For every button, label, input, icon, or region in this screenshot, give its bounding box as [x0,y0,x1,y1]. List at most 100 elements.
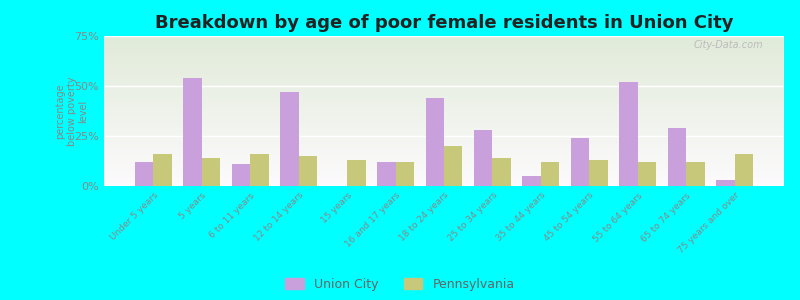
Bar [104,148,784,150]
Bar [104,128,784,129]
Bar [104,56,784,57]
Bar [104,178,784,180]
Bar [202,158,220,186]
Bar [104,98,784,99]
Bar [104,183,784,184]
Bar [104,159,784,160]
Bar [104,103,784,105]
Bar [232,164,250,186]
Bar [104,88,784,90]
Bar [104,118,784,120]
Bar [444,146,462,186]
Bar [104,51,784,52]
Bar [104,147,784,148]
Bar [104,146,784,147]
Bar [104,171,784,172]
Bar [104,54,784,56]
Bar [104,135,784,136]
Bar [104,123,784,124]
Bar [104,84,784,86]
Bar [104,144,784,146]
Bar [104,142,784,144]
Bar [104,50,784,51]
Bar [474,130,493,186]
Bar [104,75,784,76]
Bar [104,177,784,178]
Bar [104,69,784,70]
Bar [104,162,784,164]
Bar [154,154,172,186]
Bar [104,102,784,104]
Bar [104,105,784,106]
Bar [104,174,784,176]
Bar [104,72,784,74]
Bar [104,82,784,84]
Bar [104,74,784,75]
Bar [135,162,154,186]
Bar [104,42,784,44]
Bar [104,180,784,182]
Bar [571,138,590,186]
Bar [104,112,784,114]
Bar [104,64,784,66]
Text: City-Data.com: City-Data.com [694,40,763,50]
Bar [104,138,784,140]
Bar [104,120,784,122]
Bar [104,100,784,102]
Bar [104,52,784,54]
Bar [104,141,784,142]
Bar [104,90,784,92]
Bar [104,45,784,46]
Bar [104,182,784,183]
Bar [280,92,298,186]
Bar [104,134,784,135]
Bar [104,106,784,108]
Bar [104,165,784,166]
Bar [104,117,784,118]
Bar [686,162,705,186]
Bar [250,154,269,186]
Bar [104,132,784,134]
Bar [104,76,784,78]
Bar [104,58,784,60]
Bar [104,78,784,80]
Bar [104,168,784,170]
Bar [638,162,656,186]
Bar [104,66,784,68]
Bar [104,108,784,110]
Bar [298,156,317,186]
Bar [104,172,784,174]
Bar [104,63,784,64]
Bar [104,87,784,88]
Bar [104,81,784,82]
Bar [104,40,784,42]
Bar [104,93,784,94]
Bar [104,160,784,162]
Bar [104,36,784,38]
Bar [104,136,784,138]
Bar [104,96,784,98]
Bar [104,154,784,156]
Bar [104,99,784,100]
Bar [104,150,784,152]
Bar [104,124,784,126]
Bar [104,68,784,69]
Bar [104,167,784,168]
Bar [104,114,784,116]
Bar [104,92,784,93]
Bar [716,180,734,186]
Bar [104,164,784,165]
Bar [104,85,784,87]
Bar [104,46,784,48]
Legend: Union City, Pennsylvania: Union City, Pennsylvania [286,278,514,291]
Bar [104,126,784,128]
Bar [104,130,784,132]
Bar [104,110,784,111]
Bar [183,78,202,186]
Bar [734,154,753,186]
Bar [619,82,638,186]
Bar [104,140,784,141]
Bar [104,152,784,153]
Bar [377,162,395,186]
Bar [347,160,366,186]
